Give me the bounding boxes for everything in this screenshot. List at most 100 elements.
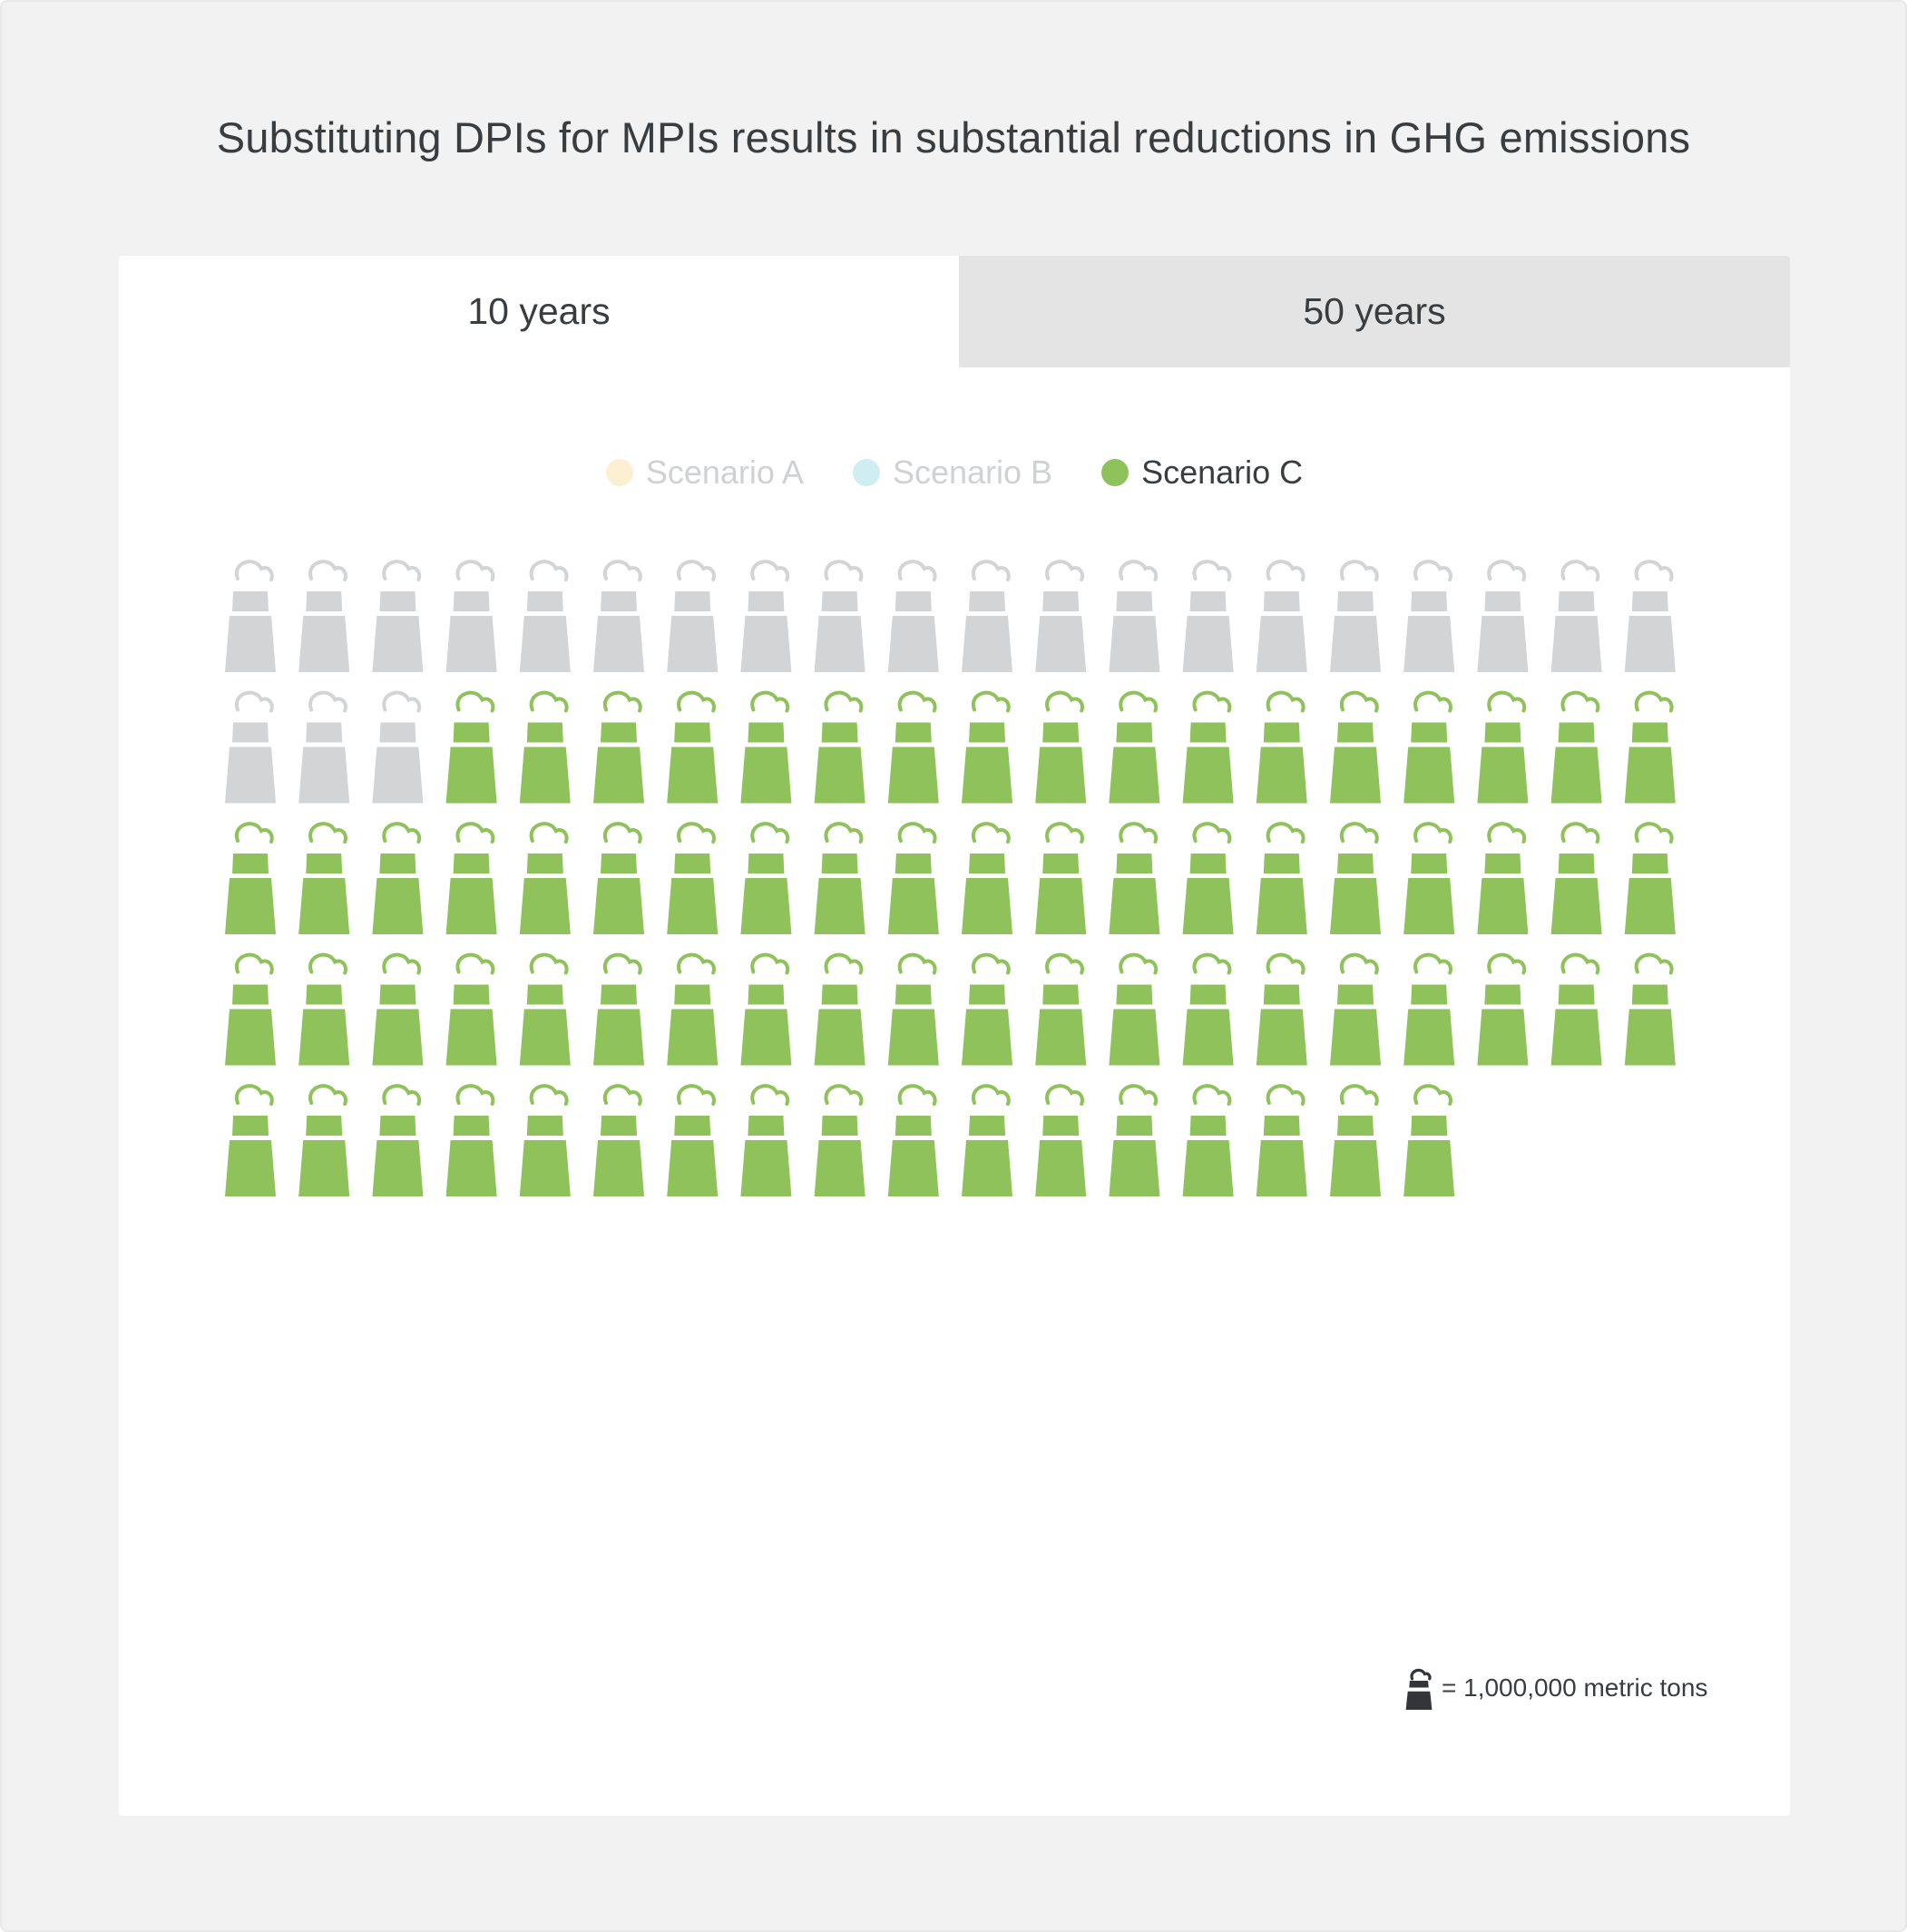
waffle-icon-reduced-29 [887,690,939,804]
waffle-icon-remaining-8 [814,560,865,672]
waffle-icon-remaining-4 [519,560,571,672]
waffle-icon-reduced-78 [1550,952,1602,1066]
waffle-icon-reduced-93 [1182,1084,1234,1196]
waffle-icon-reduced-42 [372,822,424,934]
waffle-icon-reduced-48 [814,822,865,934]
tab-10-years[interactable]: 10 years [119,256,959,367]
waffle-icon-reduced-90 [962,1084,1012,1196]
waffle-icon-reduced-72 [1109,952,1160,1066]
waffle-icon-reduced-89 [887,1084,939,1196]
waffle-icon-reduced-74 [1256,952,1307,1066]
waffle-icon-reduced-83 [445,1084,497,1196]
waffle-icon-reduced-41 [298,822,350,934]
legend-label-scenario-a: Scenario A [645,454,804,491]
waffle-icon-remaining-5 [593,560,644,672]
unit-note: = 1,000,000 metric tons [1405,1666,1707,1710]
waffle-icon-reduced-24 [519,690,571,804]
waffle-icon-reduced-88 [814,1084,865,1196]
legend-label-scenario-b: Scenario B [892,454,1053,491]
waffle-icon-reduced-94 [1256,1084,1307,1196]
waffle-icon-reduced-91 [1035,1084,1087,1196]
waffle-icon-remaining-9 [887,560,939,672]
legend-label-scenario-c: Scenario C [1141,454,1304,491]
waffle-icon-reduced-57 [1477,822,1529,934]
waffle-icon-reduced-59 [1624,822,1676,934]
factory-unit-icon [1405,1668,1433,1710]
waffle-icon-remaining-21 [298,690,350,804]
waffle-icon-reduced-60 [225,952,276,1066]
waffle-icon-remaining-16 [1403,560,1455,672]
waffle-icon-reduced-45 [593,822,644,934]
waffle-icon-reduced-69 [887,952,939,1066]
waffle-icon-reduced-81 [298,1084,350,1196]
waffle-icon-reduced-36 [1403,690,1455,804]
waffle-icon-reduced-61 [298,952,350,1066]
waffle-icon-reduced-43 [445,822,497,934]
waffle-chart [225,560,1676,1196]
waffle-icon-remaining-1 [298,560,350,672]
waffle-icon-reduced-92 [1109,1084,1160,1196]
waffle-icon-reduced-70 [962,952,1012,1066]
waffle-icon-reduced-84 [519,1084,571,1196]
waffle-icon-reduced-79 [1624,952,1676,1066]
waffle-icon-reduced-32 [1109,690,1160,804]
waffle-icon-remaining-13 [1182,560,1234,672]
waffle-icon-reduced-25 [593,690,644,804]
waffle-icon-remaining-2 [372,560,424,672]
waffle-icon-remaining-22 [372,690,424,804]
legend-item-scenario-b[interactable]: Scenario B [852,454,1053,492]
waffle-icon-remaining-20 [225,690,276,804]
legend-item-scenario-a[interactable]: Scenario A [605,454,804,492]
unit-label: = 1,000,000 metric tons [1442,1673,1708,1702]
legend-item-scenario-c[interactable]: Scenario C [1101,454,1303,492]
legend-dot-scenario-c [1101,459,1130,486]
waffle-icon-reduced-64 [519,952,571,1066]
waffle-icon-remaining-7 [740,560,792,672]
waffle-icon-reduced-75 [1330,952,1381,1066]
waffle-icon-remaining-6 [667,560,719,672]
tab-50-years-label: 50 years [1303,290,1446,332]
tab-50-years[interactable]: 50 years [959,256,1790,367]
waffle-icon-reduced-71 [1035,952,1087,1066]
waffle-icon-reduced-82 [372,1084,424,1196]
waffle-icon-reduced-53 [1182,822,1234,934]
tab-10-years-label: 10 years [467,290,611,332]
waffle-icon-reduced-62 [372,952,424,1066]
chart-card: 10 years 50 years Scenario A Scenario B … [119,256,1790,1816]
waffle-icon-reduced-85 [593,1084,644,1196]
waffle-icon-reduced-34 [1256,690,1307,804]
waffle-icon-reduced-87 [740,1084,792,1196]
waffle-icon-remaining-12 [1109,560,1160,672]
waffle-icon-remaining-17 [1477,560,1529,672]
waffle-icon-reduced-80 [225,1084,276,1196]
waffle-icon-reduced-63 [445,952,497,1066]
waffle-icon-reduced-23 [445,690,497,804]
waffle-icon-reduced-51 [1035,822,1087,934]
waffle-icon-reduced-46 [667,822,719,934]
waffle-icon-remaining-0 [225,560,276,672]
waffle-icon-remaining-14 [1256,560,1307,672]
waffle-icon-remaining-10 [962,560,1012,672]
waffle-icon-remaining-19 [1624,560,1676,672]
waffle-icon-reduced-38 [1550,690,1602,804]
waffle-icon-reduced-52 [1109,822,1160,934]
waffle-icon-reduced-28 [814,690,865,804]
legend-dot-scenario-a [605,459,633,486]
waffle-icon-reduced-86 [667,1084,719,1196]
waffle-icon-reduced-26 [667,690,719,804]
waffle-icon-reduced-47 [740,822,792,934]
waffle-icon-remaining-3 [445,560,497,672]
waffle-icon-reduced-66 [667,952,719,1066]
waffle-icon-reduced-76 [1403,952,1455,1066]
waffle-icon-reduced-39 [1624,690,1676,804]
waffle-icon-reduced-65 [593,952,644,1066]
waffle-icon-remaining-11 [1035,560,1087,672]
waffle-icon-reduced-33 [1182,690,1234,804]
waffle-icon-reduced-95 [1330,1084,1381,1196]
waffle-icon-reduced-67 [740,952,792,1066]
waffle-icon-reduced-50 [962,822,1012,934]
waffle-icon-reduced-27 [740,690,792,804]
waffle-icon-reduced-77 [1477,952,1529,1066]
chart-title: Substituting DPIs for MPIs results in su… [216,113,1691,161]
